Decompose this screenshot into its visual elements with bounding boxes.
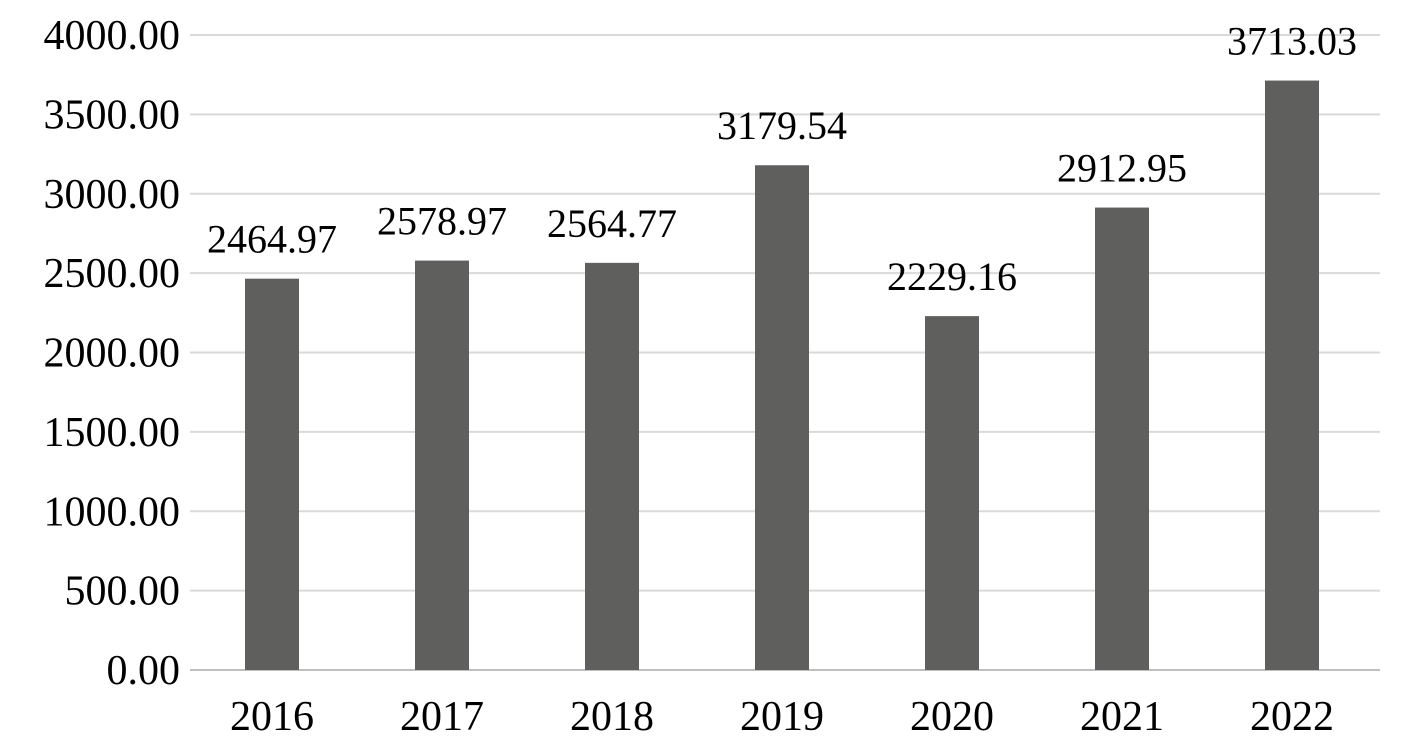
- data-label: 3713.03: [1227, 19, 1357, 64]
- bar-2017: [415, 260, 469, 670]
- x-tick-label: 2016: [230, 694, 314, 740]
- y-tick-label: 1000.00: [44, 489, 181, 535]
- data-labels: 2464.97 2578.97 2564.77 3179.54 2229.16 2912.…: [207, 19, 1357, 300]
- x-tick-label: 2019: [740, 694, 824, 740]
- x-tick-label: 2020: [910, 694, 994, 740]
- bar-2016: [245, 278, 299, 670]
- data-label: 3179.54: [717, 103, 847, 148]
- data-label: 2229.16: [887, 254, 1017, 299]
- data-label: 2912.95: [1057, 146, 1187, 191]
- y-tick-label: 500.00: [65, 569, 181, 615]
- y-tick-label: 3000.00: [44, 172, 181, 218]
- y-tick-label: 2500.00: [44, 251, 181, 297]
- y-axis-tick-labels: 0.00 500.00 1000.00 1500.00 2000.00 2500.00 30…: [44, 13, 181, 694]
- x-tick-label: 2022: [1250, 694, 1334, 740]
- x-tick-label: 2017: [400, 694, 484, 740]
- bar-2018: [585, 262, 639, 670]
- y-tick-label: 3500.00: [44, 92, 181, 138]
- bars: [245, 80, 1319, 670]
- bar-2022: [1265, 80, 1319, 670]
- y-tick-label: 2000.00: [44, 331, 181, 377]
- x-tick-label: 2018: [570, 694, 654, 740]
- data-label: 2578.97: [377, 199, 507, 244]
- y-tick-label: 4000.00: [44, 13, 181, 59]
- x-tick-label: 2021: [1080, 694, 1164, 740]
- y-tick-label: 1500.00: [44, 410, 181, 456]
- data-label: 2564.77: [547, 201, 677, 246]
- bar-2020: [925, 316, 979, 670]
- bar-2021: [1095, 207, 1149, 670]
- y-tick-label: 0.00: [107, 648, 181, 694]
- bar-2019: [755, 165, 809, 670]
- data-label: 2464.97: [207, 217, 337, 262]
- x-axis-tick-labels: 2016 2017 2018 2019 2020 2021 2022: [230, 694, 1334, 740]
